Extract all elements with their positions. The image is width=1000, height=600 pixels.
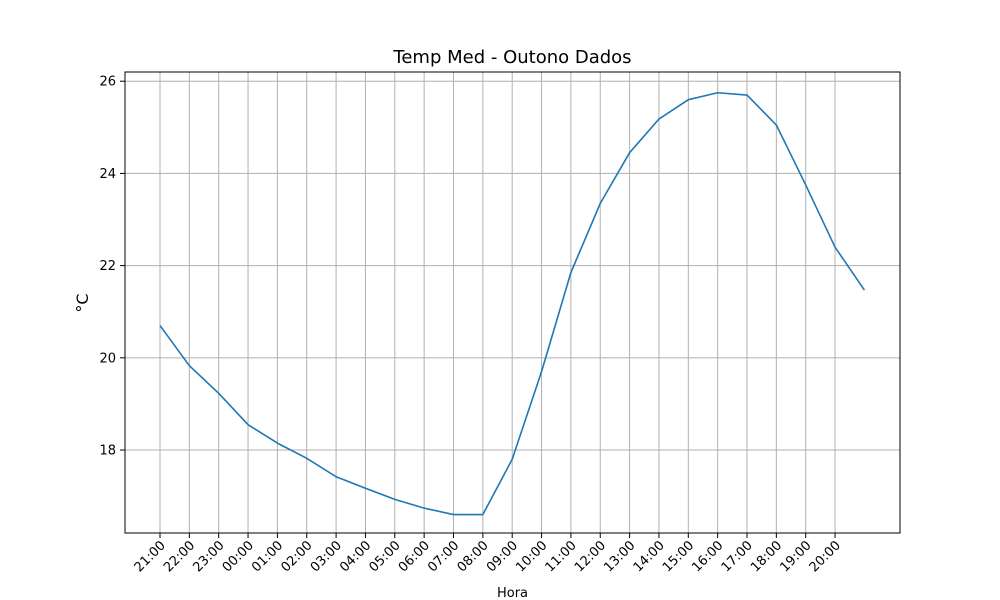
x-tick-label: 16:00 xyxy=(689,538,726,575)
x-tick-label: 08:00 xyxy=(455,538,492,575)
y-tick-label: 20 xyxy=(99,351,116,366)
x-tick-label: 21:00 xyxy=(132,538,169,575)
x-tick-label: 23:00 xyxy=(190,538,227,575)
x-tick-label: 10:00 xyxy=(513,538,550,575)
x-tick-label: 03:00 xyxy=(308,538,345,575)
x-tick-label: 17:00 xyxy=(719,538,756,575)
y-tick-label: 22 xyxy=(99,259,116,274)
x-tick-label: 01:00 xyxy=(249,538,286,575)
x-tick-label: 02:00 xyxy=(278,538,315,575)
y-tick-label: 26 xyxy=(99,75,116,90)
y-axis-label: °C xyxy=(73,293,92,312)
x-tick-label: 18:00 xyxy=(748,538,785,575)
x-tick-label: 15:00 xyxy=(660,538,697,575)
x-tick-label: 12:00 xyxy=(572,538,609,575)
y-tick-label: 24 xyxy=(99,167,116,182)
x-tick-label: 13:00 xyxy=(601,538,638,575)
x-tick-label: 00:00 xyxy=(220,538,257,575)
x-tick-label: 20:00 xyxy=(807,538,844,575)
x-axis-label: Hora xyxy=(497,586,528,600)
grid xyxy=(125,72,900,533)
x-tick-label: 09:00 xyxy=(484,538,521,575)
y-axis: 18 20 22 24 26 xyxy=(99,75,125,459)
x-tick-label: 19:00 xyxy=(777,538,814,575)
x-axis: 21:0022:0023:0000:0001:0002:0003:0004:00… xyxy=(132,533,844,575)
x-tick-label: 06:00 xyxy=(396,538,433,575)
x-tick-label: 07:00 xyxy=(425,538,462,575)
series-layer xyxy=(159,91,866,516)
x-tick-label: 14:00 xyxy=(631,538,668,575)
x-tick-label: 05:00 xyxy=(367,538,404,575)
x-tick-label: 22:00 xyxy=(161,538,198,575)
y-tick-label: 18 xyxy=(99,444,116,459)
x-tick-label: 04:00 xyxy=(337,538,374,575)
chart-title: Temp Med - Outono Dados xyxy=(392,47,631,68)
series-line xyxy=(159,91,866,516)
x-tick-label: 11:00 xyxy=(543,538,580,575)
